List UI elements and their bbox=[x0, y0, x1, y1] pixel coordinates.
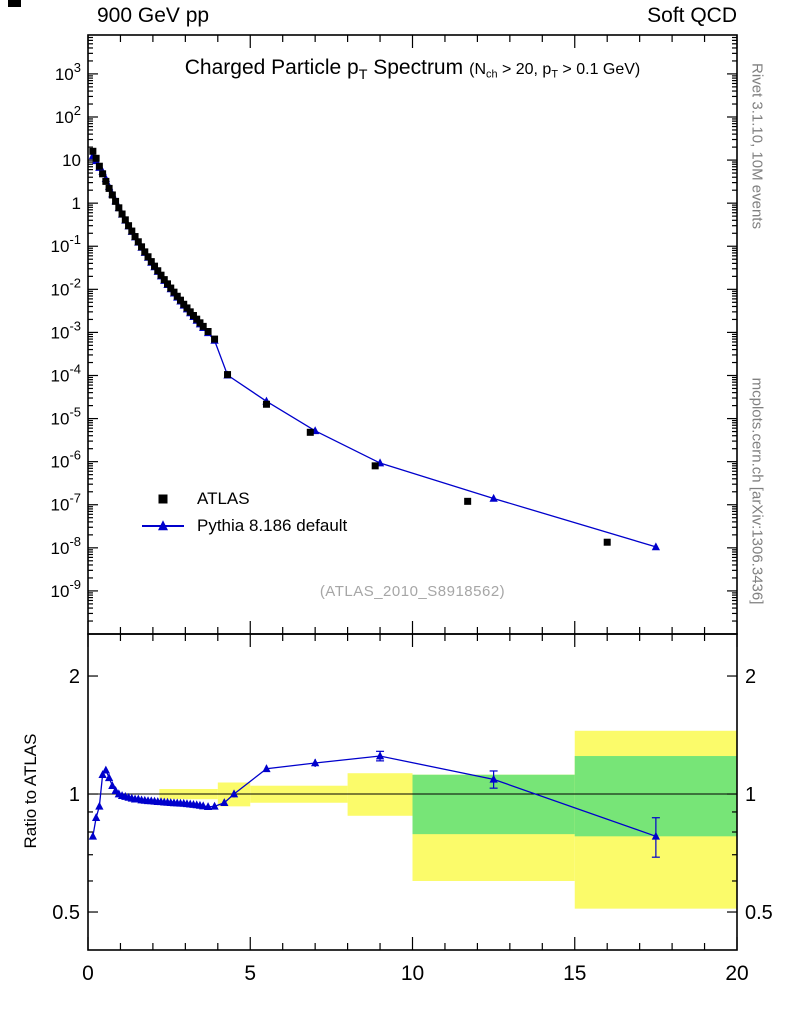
legend-item-atlas: ATLAS bbox=[140, 485, 347, 512]
svg-text:20: 20 bbox=[725, 962, 748, 985]
corner-mark bbox=[8, 0, 21, 7]
svg-text:10-2: 10-2 bbox=[51, 275, 81, 299]
svg-text:10-6: 10-6 bbox=[51, 448, 81, 472]
pythia-line-triangle-marker-icon bbox=[140, 518, 186, 534]
svg-text:15: 15 bbox=[563, 962, 586, 985]
mcplots-reference-note: mcplots.cern.ch [arXiv:1306.3436] bbox=[748, 377, 766, 605]
title-main: Charged Particle pT Spectrum bbox=[184, 56, 464, 83]
svg-text:10-8: 10-8 bbox=[51, 534, 81, 558]
svg-text:2: 2 bbox=[69, 666, 80, 688]
svg-text:2: 2 bbox=[745, 666, 756, 688]
legend-label-pythia: Pythia 8.186 default bbox=[197, 515, 348, 535]
plot-title: Charged Particle pT Spectrum (Nch > 20, p… bbox=[88, 56, 737, 83]
analysis-id-watermark: (ATLAS_2010_S8918562) bbox=[319, 583, 506, 600]
svg-text:10-7: 10-7 bbox=[51, 491, 81, 515]
svg-text:0.5: 0.5 bbox=[52, 902, 80, 924]
process-group-label: Soft QCD bbox=[647, 4, 737, 27]
svg-text:10: 10 bbox=[62, 151, 81, 170]
ratio-uncertainty-bands bbox=[159, 730, 737, 909]
rivet-version-note: Rivet 3.1.10, 10M events bbox=[748, 63, 766, 229]
axes bbox=[87, 34, 738, 951]
legend-label-atlas: ATLAS bbox=[197, 488, 250, 508]
legend: ATLAS Pythia 8.186 default bbox=[140, 485, 347, 539]
ratio-axis-title: Ratio to ATLAS bbox=[21, 733, 40, 849]
svg-text:0: 0 bbox=[82, 962, 94, 985]
svg-text:5: 5 bbox=[244, 962, 256, 985]
svg-text:10-1: 10-1 bbox=[51, 232, 81, 256]
main-series bbox=[88, 147, 661, 551]
atlas-square-marker-icon bbox=[140, 491, 186, 507]
svg-text:10: 10 bbox=[401, 962, 424, 985]
svg-text:102: 102 bbox=[55, 103, 81, 127]
beam-energy-label: 900 GeV pp bbox=[97, 4, 210, 27]
title-condition: (Nch > 20, pT > 0.1 GeV) bbox=[469, 61, 641, 81]
svg-text:103: 103 bbox=[55, 60, 81, 84]
svg-text:1: 1 bbox=[745, 784, 756, 806]
svg-text:1: 1 bbox=[69, 784, 80, 806]
svg-text:1: 1 bbox=[72, 194, 81, 213]
svg-text:10-4: 10-4 bbox=[51, 361, 81, 385]
legend-item-pythia: Pythia 8.186 default bbox=[140, 512, 347, 539]
svg-text:10-9: 10-9 bbox=[51, 577, 81, 601]
svg-text:0.5: 0.5 bbox=[745, 902, 773, 924]
svg-text:10-3: 10-3 bbox=[51, 318, 81, 342]
ratio-series-pythia bbox=[88, 750, 661, 858]
svg-text:10-5: 10-5 bbox=[51, 405, 81, 429]
